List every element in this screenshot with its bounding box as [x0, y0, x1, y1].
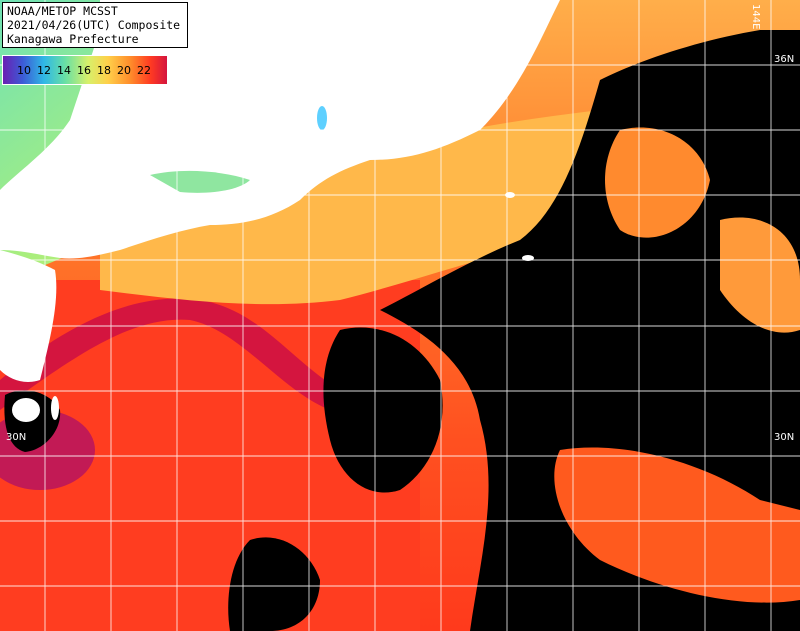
- longitude-label-144e: 144E: [750, 4, 761, 30]
- temperature-color-legend: 10 12 14 16 18 20 22: [2, 55, 168, 85]
- inland-sea: [150, 170, 250, 193]
- warm-patch-far-east: [720, 217, 800, 333]
- longitude-label-136e: 136E: [320, 12, 331, 38]
- land-kyushu: [0, 250, 57, 382]
- warm-coastal-band: [100, 110, 600, 305]
- title-line-2: 2021/04/26(UTC) Composite: [7, 18, 181, 32]
- latitude-label-36n: 36N: [774, 54, 795, 65]
- title-line-3: Kanagawa Prefecture: [7, 32, 139, 46]
- legend-tick: 12: [37, 63, 51, 77]
- island-yakushima: [12, 398, 40, 422]
- legend-tick: 18: [97, 63, 111, 77]
- legend-tick: 16: [77, 63, 91, 77]
- cloud-mask-south: [228, 537, 320, 631]
- title-line-1: NOAA/METOP MCSST: [7, 4, 118, 18]
- map-title-box: NOAA/METOP MCSST 2021/04/26(UTC) Composi…: [2, 2, 188, 48]
- cloud-mask-central: [323, 327, 443, 493]
- latitude-label-30n-right: 30N: [774, 432, 795, 443]
- island-oshima: [522, 255, 534, 261]
- legend-tick: 22: [137, 63, 151, 77]
- latitude-label-30n-left: 30N: [6, 432, 27, 443]
- legend-tick: 14: [57, 63, 71, 77]
- island-tanegashima: [51, 396, 59, 420]
- legend-tick: 20: [117, 63, 131, 77]
- legend-tick: 10: [17, 63, 31, 77]
- warm-patch-east: [605, 127, 710, 238]
- warm-patch-southeast: [554, 447, 800, 603]
- lake-biwa: [317, 106, 327, 130]
